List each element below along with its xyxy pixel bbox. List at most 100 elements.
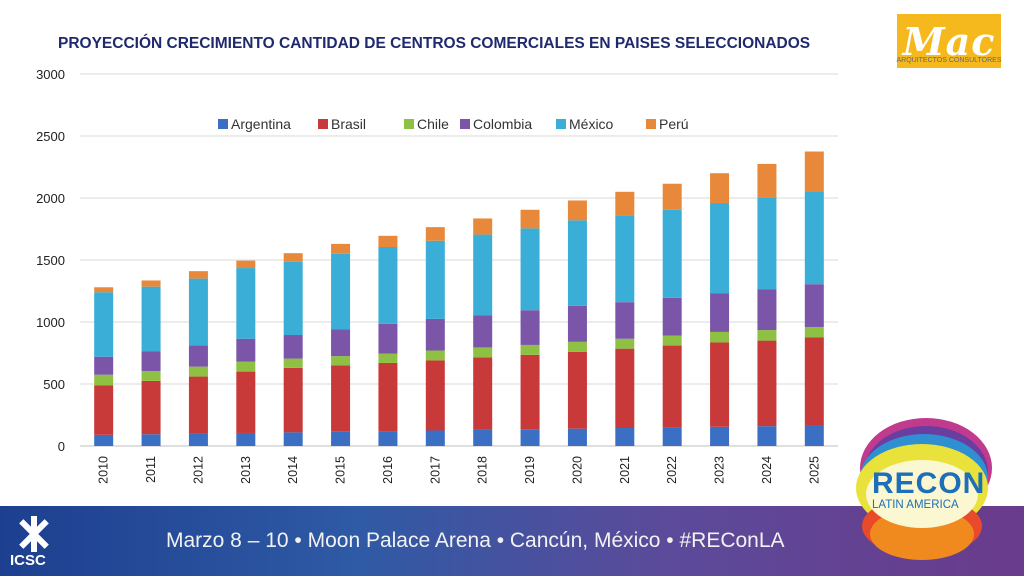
bar-segment-colombia [757, 289, 777, 331]
bar-segment-brasil [757, 340, 777, 427]
legend-label: Perú [659, 116, 689, 132]
bar-segment-argentina [520, 429, 540, 446]
bar-segment-per [425, 227, 445, 241]
y-tick-label: 2500 [36, 129, 65, 144]
bar-segment-per [378, 235, 398, 247]
bar-segment-chile [757, 330, 777, 341]
bar-segment-brasil [425, 360, 445, 431]
bar-segment-argentina [331, 431, 351, 446]
bar-segment-brasil [378, 362, 398, 432]
bar-segment-per [188, 271, 208, 279]
footer-event-text: Marzo 8 – 10 • Moon Palace Arena • Cancú… [166, 529, 785, 552]
bar-segment-per [141, 280, 161, 287]
x-tick-label: 2010 [97, 456, 111, 484]
bar-segment-argentina [615, 428, 635, 446]
bar-segment-mxico [804, 191, 824, 285]
bar-segment-argentina [283, 432, 303, 446]
bar-segment-per [236, 260, 256, 269]
x-tick-label: 2018 [476, 456, 490, 484]
bar-segment-argentina [141, 434, 161, 446]
bars [94, 151, 824, 446]
bar-segment-mxico [331, 253, 351, 330]
bar-segment-chile [567, 341, 587, 352]
y-tick-label: 1500 [36, 253, 65, 268]
bar-segment-chile [188, 366, 208, 377]
bar-segment-chile [283, 358, 303, 368]
bar-segment-chile [236, 361, 256, 372]
bar-segment-argentina [662, 427, 682, 446]
y-tick-label: 3000 [36, 67, 65, 82]
bar-segment-per [283, 253, 303, 262]
bar-segment-colombia [188, 345, 208, 367]
bar-segment-argentina [710, 426, 730, 446]
bar-segment-colombia [425, 318, 445, 351]
x-tick-label: 2024 [760, 456, 774, 484]
footer-banner [0, 506, 1024, 576]
y-tick-label: 500 [43, 377, 65, 392]
bar-segment-brasil [520, 354, 540, 430]
x-tick-label: 2012 [191, 456, 205, 484]
bar-segment-colombia [567, 305, 587, 342]
bar-segment-colombia [236, 338, 256, 362]
bar-segment-argentina [378, 431, 398, 446]
legend-label: México [569, 116, 614, 132]
bar-segment-mxico [567, 220, 587, 306]
bar-segment-colombia [804, 284, 824, 327]
mac-logo: Mac [897, 14, 1001, 68]
bar-segment-per [615, 191, 635, 216]
x-tick-label: 2011 [144, 456, 158, 483]
bar-segment-mxico [473, 234, 493, 316]
x-tick-label: 2023 [713, 456, 727, 484]
x-tick-label: 2025 [807, 456, 821, 484]
bar-segment-mxico [615, 215, 635, 303]
bar-segment-brasil [662, 345, 682, 428]
x-tick-label: 2017 [428, 456, 442, 484]
bar-segment-mxico [283, 261, 303, 336]
y-tick-label: 1000 [36, 315, 65, 330]
y-tick-label: 2000 [36, 191, 65, 206]
bar-segment-brasil [567, 351, 587, 429]
x-tick-label: 2016 [381, 456, 395, 484]
legend-swatch [556, 119, 566, 129]
recon-title: RECON [872, 467, 986, 500]
bar-segment-colombia [473, 315, 493, 348]
legend-swatch [318, 119, 328, 129]
x-axis: 2010 2011 2012 2013 2014 2015 2016 2017 2018 2019… [97, 456, 822, 484]
bar-segment-mxico [236, 268, 256, 339]
x-tick-label: 2022 [665, 456, 679, 484]
icsc-label: ICSC [10, 552, 46, 569]
bar-segment-mxico [425, 240, 445, 319]
bar-segment-argentina [236, 432, 256, 446]
bar-segment-chile [378, 353, 398, 363]
x-tick-label: 2020 [570, 456, 584, 484]
legend-label: Chile [417, 116, 449, 132]
bar-segment-mxico [757, 197, 777, 290]
bar-segment-mxico [94, 292, 114, 357]
bar-segment-colombia [331, 329, 351, 357]
bar-segment-argentina [473, 429, 493, 446]
bar-segment-argentina [804, 425, 824, 446]
bar-segment-per [710, 173, 730, 203]
bar-segment-argentina [567, 428, 587, 446]
bar-segment-argentina [425, 430, 445, 446]
bar-segment-argentina [94, 434, 114, 446]
bar-segment-mxico [141, 286, 161, 352]
bar-segment-per [331, 243, 351, 254]
icsc-logo-icon [19, 516, 49, 552]
bar-segment-brasil [236, 371, 256, 433]
bar-segment-per [567, 200, 587, 221]
bar-segment-chile [662, 335, 682, 346]
bar-segment-colombia [141, 351, 161, 371]
y-tick-label: 0 [58, 439, 65, 454]
stacked-bar-chart: 0 500 1000 1500 2000 2500 3000 2010 2011 2012 201… [36, 67, 838, 484]
x-tick-label: 2013 [239, 456, 253, 484]
legend-label: Colombia [473, 116, 532, 132]
logo-subtitle: ARQUITECTOS CONSULTORES [896, 57, 1002, 64]
logo-text: Mac [902, 18, 996, 64]
bar-segment-mxico [710, 202, 730, 294]
bar-segment-mxico [520, 228, 540, 311]
bar-segment-per [662, 183, 682, 210]
recon-badge-icon [856, 418, 992, 560]
bar-segment-per [804, 151, 824, 192]
x-tick-label: 2014 [286, 456, 300, 484]
